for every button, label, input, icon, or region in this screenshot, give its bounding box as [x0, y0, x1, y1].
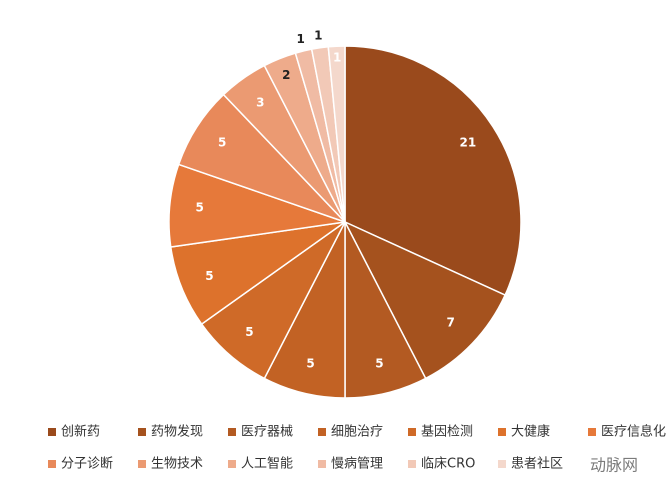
data-label: 5 — [218, 136, 226, 150]
data-label: 1 — [333, 51, 341, 65]
legend-label: 细胞治疗 — [331, 425, 383, 440]
data-label: 1 — [296, 32, 304, 46]
legend-swatch — [318, 460, 326, 468]
data-label: 5 — [205, 269, 213, 283]
legend-swatch — [498, 460, 506, 468]
legend-swatch — [228, 460, 236, 468]
legend-label: 生物技术 — [151, 457, 203, 472]
pie-slice — [327, 45, 346, 223]
legend-swatch — [318, 428, 326, 436]
legend-swatch — [48, 460, 56, 468]
legend-label: 人工智能 — [241, 457, 293, 472]
legend-swatch — [498, 428, 506, 436]
legend-label: 基因检测 — [421, 425, 473, 440]
legend-swatch — [138, 428, 146, 436]
legend-label: 大健康 — [511, 424, 550, 440]
legend-swatch — [588, 428, 596, 436]
data-label: 1 — [314, 28, 322, 42]
pie-slice — [343, 220, 507, 380]
legend-label: 医疗器械 — [241, 425, 293, 440]
legend-label: 医疗信息化 — [601, 424, 666, 440]
watermark: 动脉网 — [590, 456, 638, 475]
legend-label: 创新药 — [61, 424, 100, 440]
data-label: 3 — [256, 96, 264, 110]
data-label: 5 — [195, 201, 203, 215]
data-label: 5 — [375, 356, 383, 370]
data-label: 7 — [446, 315, 454, 329]
legend-label: 患者社区 — [511, 456, 563, 472]
legend-swatch — [48, 428, 56, 436]
pie-slice — [344, 45, 522, 297]
data-label: 2 — [282, 68, 290, 82]
legend-swatch — [228, 428, 236, 436]
legend-label: 药物发现 — [151, 424, 203, 440]
legend-swatch — [138, 460, 146, 468]
legend-label: 临床CRO — [421, 457, 475, 472]
data-label: 21 — [459, 136, 476, 150]
legend-swatch — [408, 460, 416, 468]
legend-swatch — [408, 428, 416, 436]
legend-label: 分子诊断 — [61, 457, 113, 472]
legend-label: 慢病管理 — [331, 456, 383, 472]
data-label: 5 — [306, 356, 314, 370]
data-label: 5 — [245, 325, 253, 339]
